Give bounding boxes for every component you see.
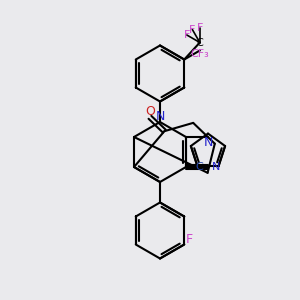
Text: F: F bbox=[189, 25, 196, 34]
Text: C: C bbox=[195, 162, 203, 172]
Text: F: F bbox=[186, 233, 194, 247]
Text: N: N bbox=[203, 136, 213, 149]
Text: CF₃: CF₃ bbox=[190, 49, 209, 58]
Text: C: C bbox=[196, 38, 203, 47]
Text: N: N bbox=[212, 162, 220, 172]
Text: F: F bbox=[184, 30, 190, 40]
Text: F: F bbox=[196, 22, 203, 32]
Text: N: N bbox=[155, 110, 165, 123]
Text: O: O bbox=[145, 105, 155, 118]
